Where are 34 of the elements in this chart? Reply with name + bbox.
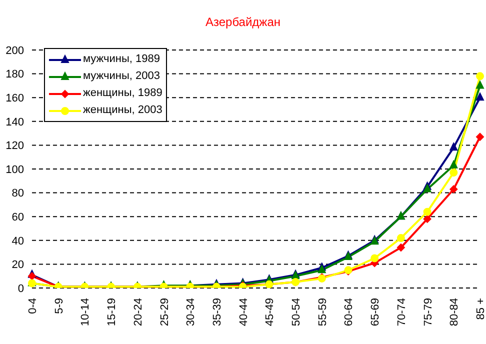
y-tick-label: 160 <box>6 92 24 105</box>
legend-label: мужчины, 2003 <box>83 69 160 84</box>
y-tick-label: 180 <box>6 68 24 81</box>
x-tick-label: 40-44 <box>238 298 250 326</box>
x-tick-label: 20-24 <box>132 298 144 326</box>
x-tick-label: 5-9 <box>53 298 66 314</box>
y-tick-label: 100 <box>6 164 24 176</box>
y-tick-label: 60 <box>12 212 24 224</box>
y-tick-label: 0 <box>18 282 24 295</box>
x-tick-label: 55-59 <box>316 298 329 326</box>
y-tick-label: 40 <box>12 235 24 248</box>
x-tick-label: 15-19 <box>106 298 118 326</box>
x-tick-label: 80-84 <box>448 298 461 326</box>
x-tick-label: 75-79 <box>422 298 434 326</box>
x-tick-label: 30-34 <box>185 298 198 326</box>
x-tick-label: 65-69 <box>370 298 382 326</box>
x-tick-label: 35-39 <box>211 298 224 326</box>
y-tick-label: 80 <box>12 188 24 200</box>
legend-label: мужчины, 1989 <box>83 52 160 67</box>
y-tick-label: 140 <box>6 116 24 128</box>
legend-label: женщины, 2003 <box>83 103 162 118</box>
x-tick-label: 50-54 <box>290 298 303 326</box>
y-tick-label: 20 <box>12 259 24 272</box>
x-tick-label: 45-49 <box>264 298 276 326</box>
x-tick-label: 10-14 <box>80 298 92 326</box>
x-tick-label: 25-29 <box>158 298 171 326</box>
y-tick-label: 200 <box>6 44 24 57</box>
x-tick-label: 70-74 <box>396 298 408 326</box>
chart-title: Азербайджан <box>204 15 282 29</box>
legend-label: женщины, 1989 <box>83 86 162 101</box>
x-tick-label: 60-64 <box>343 298 356 326</box>
x-tick-label: 85 + <box>475 298 486 320</box>
y-tick-label: 120 <box>6 140 24 152</box>
x-tick-label: 0-4 <box>27 298 39 314</box>
